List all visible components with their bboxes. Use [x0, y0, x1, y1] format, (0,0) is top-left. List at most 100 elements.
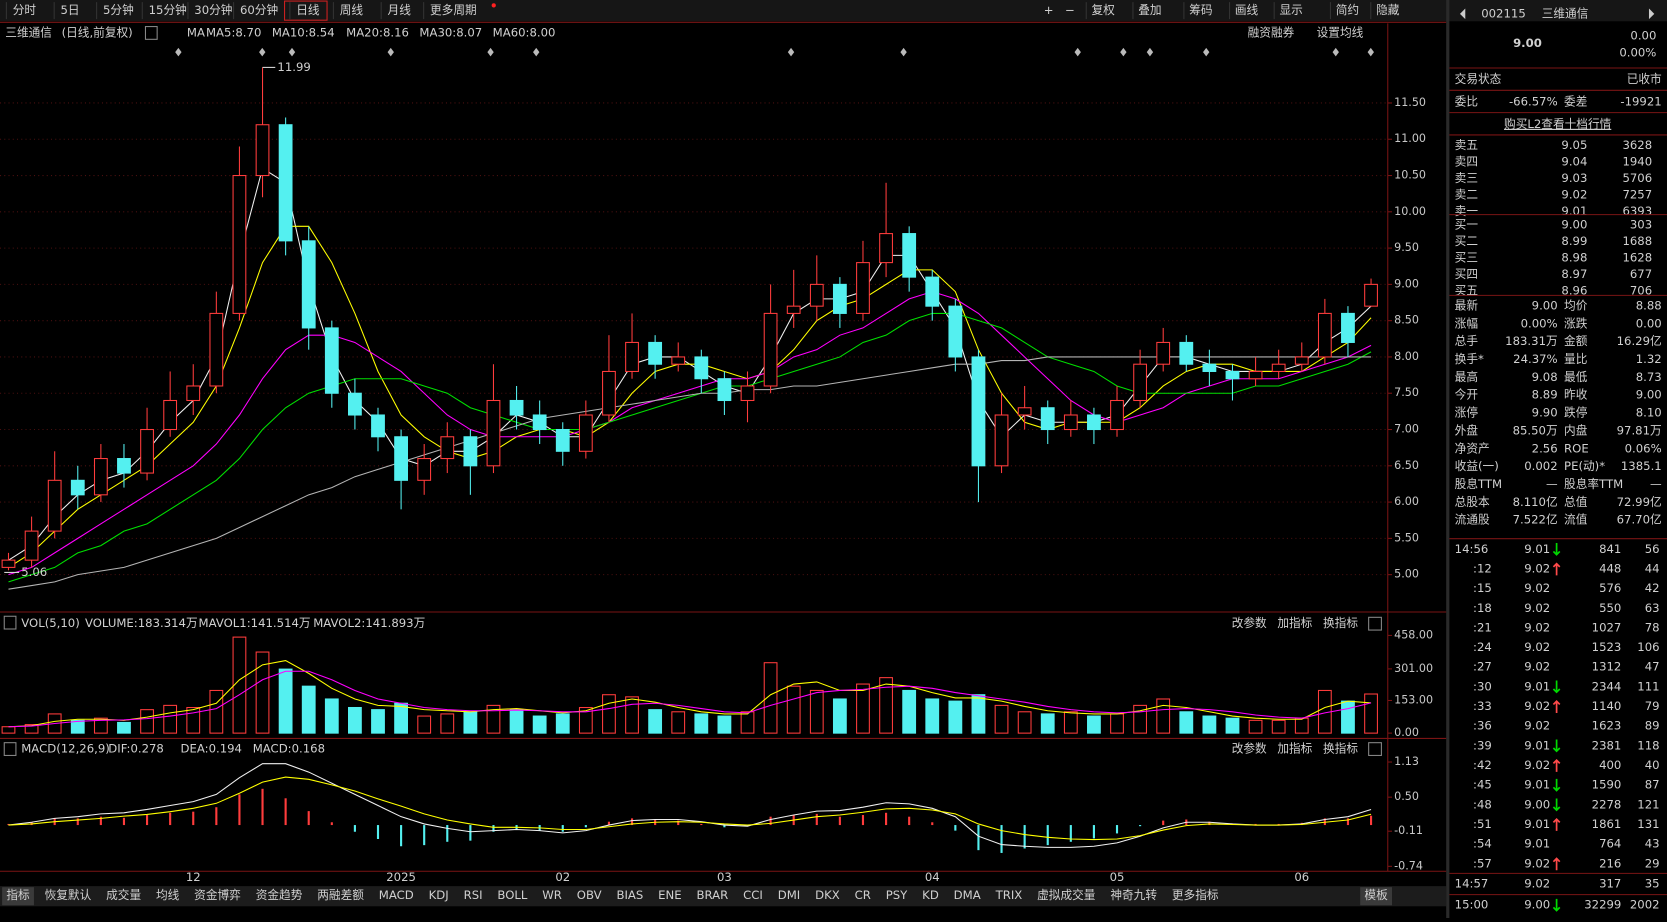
- volume-bar: [555, 713, 570, 734]
- l2-link[interactable]: 购买L2查看十档行情: [1504, 117, 1612, 131]
- volume-bar: [971, 694, 986, 734]
- candle-body: [694, 356, 709, 380]
- panel-button[interactable]: 加指标: [1277, 616, 1312, 630]
- price-change-pct: 0.00%: [1619, 46, 1656, 60]
- panel-button[interactable]: 换指标: [1323, 616, 1358, 630]
- panel-button[interactable]: 改参数: [1232, 742, 1267, 756]
- trade-time: :39: [1473, 738, 1492, 752]
- zoom-in[interactable]: +: [1044, 3, 1054, 17]
- period-tab[interactable]: 60分钟: [240, 3, 278, 17]
- trade-count: 79: [1645, 699, 1660, 713]
- indicator-tab[interactable]: ENE: [658, 888, 681, 902]
- status: 已收市: [1627, 72, 1662, 86]
- volume-bar: [1248, 719, 1263, 734]
- candle-body: [186, 385, 201, 402]
- zoom-out[interactable]: −: [1065, 3, 1075, 17]
- trade-count: 121: [1637, 797, 1659, 811]
- y-tick-label: 10.00: [1394, 205, 1426, 218]
- indicator-tab[interactable]: DMI: [778, 888, 801, 902]
- panel-button[interactable]: 加指标: [1277, 742, 1312, 756]
- indicator-tab[interactable]: 指标: [6, 888, 30, 902]
- chart-button[interactable]: 融资融券: [1248, 25, 1295, 39]
- stat-value: 9.00: [1532, 298, 1558, 312]
- tool-button[interactable]: 筹码: [1189, 3, 1212, 17]
- period-tab[interactable]: 分时: [13, 3, 37, 17]
- indicator-tab[interactable]: WR: [542, 888, 562, 902]
- volume-bar: [1, 726, 16, 734]
- tool-button[interactable]: 简约: [1336, 3, 1359, 17]
- indicator-tab[interactable]: OBV: [577, 888, 602, 902]
- volume-bar: [763, 662, 778, 734]
- stat-label: 金额: [1564, 334, 1588, 348]
- indicator-tab[interactable]: CCI: [743, 888, 763, 902]
- candle-body: [47, 479, 62, 532]
- indicator-tab[interactable]: TRIX: [995, 888, 1023, 902]
- indicator-tab[interactable]: 神奇九转: [1110, 888, 1157, 902]
- tool-button[interactable]: 画线: [1235, 3, 1259, 17]
- tool-button[interactable]: 显示: [1279, 3, 1302, 17]
- candle-body: [24, 530, 39, 561]
- book-volume: 6393: [1622, 204, 1652, 218]
- trade-count: 2002: [1630, 898, 1660, 912]
- indicator-tab[interactable]: BRAR: [697, 888, 729, 902]
- indicator-tab[interactable]: BOLL: [497, 888, 527, 902]
- trade-arrow: [1552, 542, 1561, 556]
- indicator-tab[interactable]: 虚拟成交量: [1037, 888, 1096, 902]
- close-box[interactable]: [1368, 742, 1382, 756]
- volume-bar: [809, 689, 824, 734]
- indicator-tab[interactable]: MACD: [379, 888, 414, 902]
- tool-button[interactable]: 叠加: [1138, 3, 1161, 17]
- stat-value: 8.89: [1532, 388, 1558, 402]
- indicator-tab[interactable]: DMA: [954, 888, 981, 902]
- indicator-tab[interactable]: KDJ: [429, 888, 449, 902]
- candle-body: [117, 458, 131, 474]
- period-tab[interactable]: 更多周期: [430, 3, 477, 17]
- tool-button[interactable]: 隐藏: [1376, 3, 1400, 17]
- y-tick-label: 9.00: [1394, 277, 1419, 290]
- trade-price: 9.02: [1524, 719, 1550, 733]
- macd-title: MACD(12,26,9): [21, 742, 110, 756]
- period-tab[interactable]: 5分钟: [103, 3, 134, 17]
- indicator-tab[interactable]: 恢复默认: [45, 888, 92, 902]
- next-arrow[interactable]: [1648, 8, 1655, 20]
- volume-bar: [1040, 713, 1055, 734]
- close-box[interactable]: [1368, 616, 1382, 631]
- tool-button[interactable]: 复权: [1092, 3, 1116, 17]
- indicator-tab[interactable]: CR: [855, 888, 871, 902]
- y-tick-label: -0.74: [1394, 859, 1423, 872]
- prev-arrow[interactable]: [1459, 8, 1466, 20]
- indicator-tab[interactable]: BIAS: [616, 888, 643, 902]
- panel-button[interactable]: 换指标: [1323, 742, 1358, 756]
- period-tab[interactable]: 15分钟: [149, 3, 187, 17]
- indicator-tab[interactable]: KD: [922, 888, 939, 902]
- book-label: 买四: [1455, 267, 1478, 281]
- book-label: 买三: [1455, 251, 1478, 265]
- ma-label: MA5:8.70: [206, 25, 261, 39]
- period-tab[interactable]: 日线: [296, 3, 320, 17]
- trade-count: 89: [1645, 719, 1660, 733]
- indicator-tab[interactable]: DKX: [815, 888, 840, 902]
- stat-value: 2.56: [1532, 441, 1558, 455]
- indicator-tab[interactable]: 成交量: [106, 888, 141, 902]
- book-price: 9.05: [1561, 138, 1587, 152]
- indicator-tab[interactable]: 资金趋势: [256, 888, 303, 902]
- period-tab[interactable]: 月线: [388, 3, 412, 17]
- indicator-tab[interactable]: 资金博弈: [194, 888, 241, 902]
- trade-count: 63: [1645, 601, 1660, 615]
- period-tab[interactable]: 周线: [340, 3, 364, 17]
- indicator-tab[interactable]: 更多指标: [1172, 888, 1219, 902]
- trade-volume: 1312: [1592, 660, 1622, 674]
- chart-button[interactable]: 设置均线: [1317, 25, 1364, 39]
- indicator-tab[interactable]: 均线: [156, 888, 180, 902]
- book-price: 8.99: [1561, 234, 1587, 248]
- indicator-tab[interactable]: 两融差额: [317, 888, 364, 902]
- panel-button[interactable]: 改参数: [1232, 616, 1267, 630]
- period-tab[interactable]: 5日: [61, 3, 80, 17]
- indicator-tab[interactable]: 模板: [1364, 888, 1388, 902]
- trade-volume: 216: [1599, 856, 1621, 870]
- indicator-tab[interactable]: RSI: [464, 888, 483, 902]
- indicator-tab[interactable]: PSY: [886, 888, 908, 902]
- book-label: 卖四: [1455, 155, 1478, 169]
- period-tab[interactable]: 30分钟: [194, 3, 232, 17]
- candle-body: [1040, 407, 1055, 431]
